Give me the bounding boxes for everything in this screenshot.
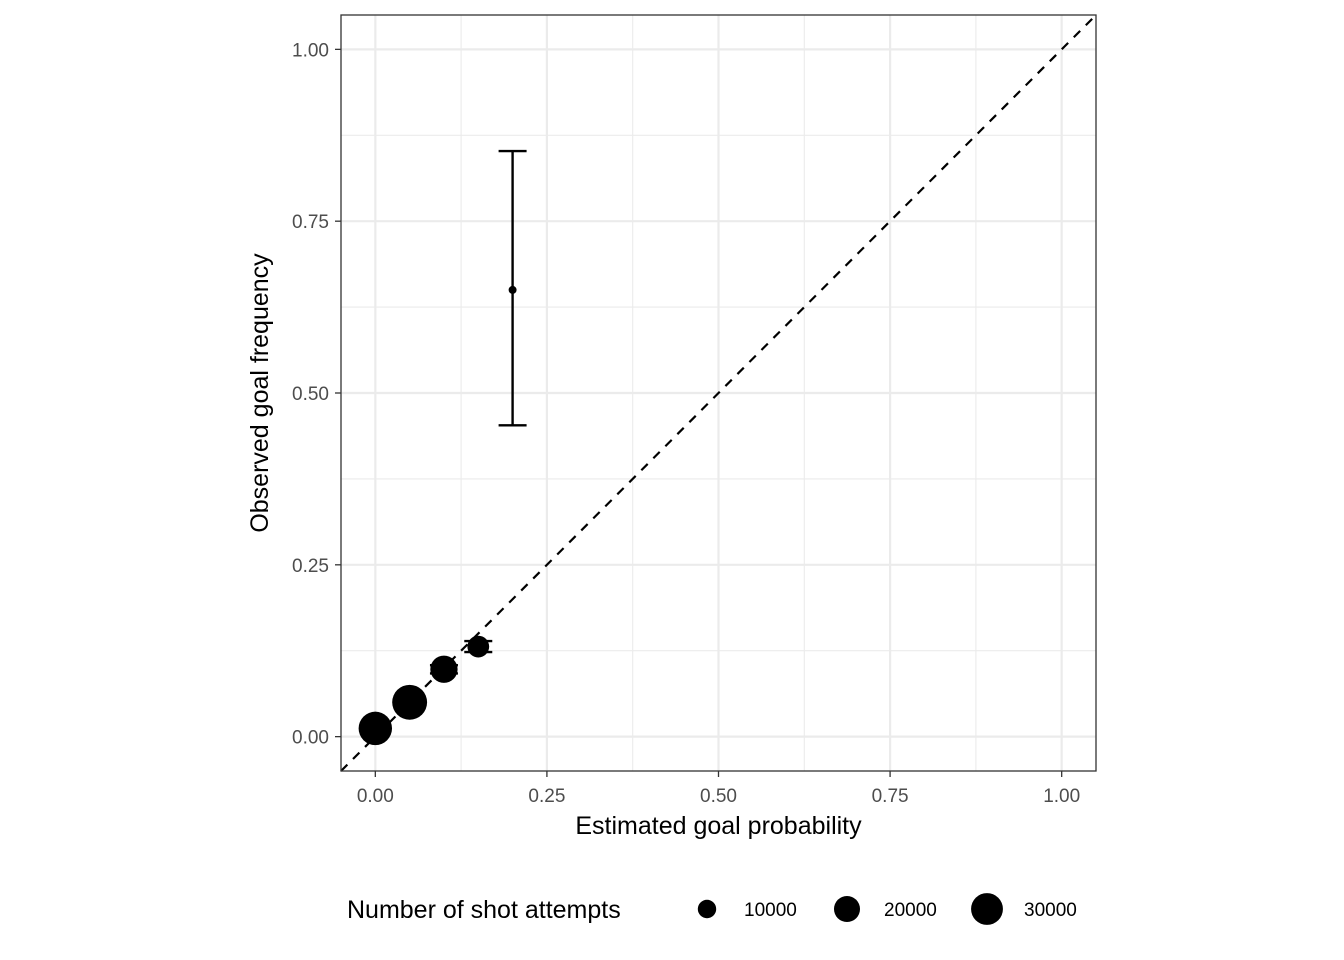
legend-label: 10000: [744, 900, 797, 921]
x-tick-label: 0.75: [872, 786, 909, 807]
data-point: [358, 711, 393, 746]
x-axis-title: Estimated goal probability: [575, 812, 862, 840]
axes: 0.00 0.25 0.50 0.75 1.00 0.00 0.25 0.50 0.75 1.00: [292, 40, 1080, 807]
x-tick-label: 1.00: [1043, 786, 1080, 807]
data-points-layer: [358, 149, 527, 746]
data-point: [392, 684, 428, 720]
legend-key: [971, 893, 1003, 925]
data-point: [467, 635, 490, 658]
legend-label: 20000: [884, 900, 937, 921]
y-tick-label: 1.00: [292, 40, 329, 61]
legend-key: [697, 899, 717, 919]
x-tick-label: 0.50: [700, 786, 737, 807]
y-tick-label: 0.75: [292, 212, 329, 233]
y-tick-label: 0.00: [292, 728, 329, 749]
grid-lines: [341, 15, 1096, 771]
data-point: [508, 285, 517, 294]
x-tick-label: 0.25: [528, 786, 565, 807]
reference-line-layer: [340, 14, 1097, 772]
legend-title: Number of shot attempts: [347, 896, 621, 924]
legend: Number of shot attempts 10000 20000 30000: [347, 893, 1077, 925]
reference-line: [340, 14, 1097, 772]
y-axis-title: Observed goal frequency: [246, 253, 274, 533]
legend-key: [833, 895, 861, 923]
y-tick-label: 0.25: [292, 556, 329, 577]
data-point: [430, 655, 458, 683]
x-tick-label: 0.00: [357, 786, 394, 807]
y-tick-label: 0.50: [292, 384, 329, 405]
legend-label: 30000: [1024, 900, 1077, 921]
